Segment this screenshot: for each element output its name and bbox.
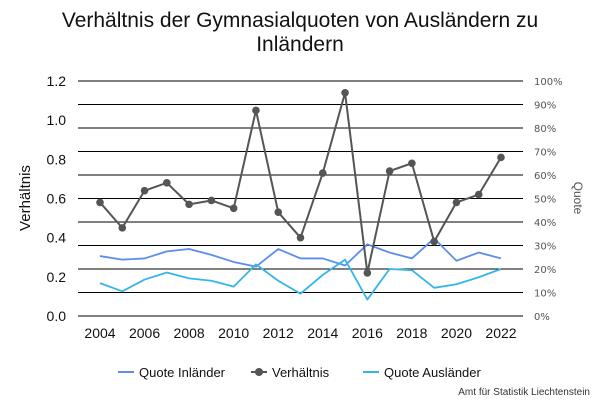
y2-tick-label: 100% — [534, 77, 563, 88]
x-axis: 2004 2006 2008 2010 2012 2014 2016 2018 2020 2022 — [84, 325, 516, 341]
legend-label: Quote Ausländer — [384, 365, 482, 380]
y-axis-right: 0% 10% 20% 30% 40% 50% 60% 70% 80% 90% 100% — [534, 77, 563, 323]
grid — [78, 80, 523, 317]
series — [96, 88, 505, 301]
data-point-verh-ltnis — [229, 204, 238, 213]
legend-label: Quote Inländer — [139, 365, 226, 380]
chart-title: Verhältnis der Gymnasialquoten von Auslä… — [62, 9, 538, 56]
data-point-verh-ltnis — [497, 153, 505, 162]
x-tick-label: 2020 — [441, 325, 472, 341]
chart-title-line: Verhältnis der Gymnasialquoten von Auslä… — [62, 9, 538, 32]
data-point-verh-ltnis — [474, 190, 483, 199]
legend-marker-verh-ltnis — [255, 368, 263, 376]
x-tick-label: 2004 — [84, 325, 115, 341]
y-tick-label: 0.6 — [47, 191, 67, 207]
y-tick-label: 0.8 — [47, 151, 67, 167]
y2-tick-label: 10% — [534, 289, 556, 300]
x-tick-label: 2022 — [485, 325, 516, 341]
legend-item-verh-ltnis[interactable]: Verhältnis — [251, 365, 330, 380]
legend-item-quote-inl-nder[interactable]: Quote Inländer — [118, 365, 226, 380]
data-point-verh-ltnis — [452, 198, 461, 207]
data-point-verh-ltnis — [430, 237, 438, 246]
legend-item-quote-ausl-nder[interactable]: Quote Ausländer — [363, 365, 482, 380]
y-tick-label: 1.0 — [47, 112, 67, 128]
y-tick-label: 1.2 — [47, 73, 67, 89]
legend[interactable]: Quote Inländer Verhältnis Quote Ausländer — [118, 365, 482, 380]
data-point-verh-ltnis — [252, 106, 260, 115]
x-tick-label: 2016 — [352, 325, 383, 341]
data-point-verh-ltnis — [118, 224, 127, 232]
legend-label: Verhältnis — [272, 365, 330, 380]
y-tick-label: 0.2 — [47, 269, 67, 285]
y2-tick-label: 90% — [534, 101, 556, 112]
y2-tick-label: 20% — [534, 265, 556, 276]
data-point-verh-ltnis — [385, 167, 394, 175]
x-tick-label: 2014 — [307, 325, 338, 341]
data-point-verh-ltnis — [207, 196, 216, 205]
y2-tick-label: 70% — [534, 148, 556, 159]
data-point-verh-ltnis — [96, 198, 104, 207]
y-tick-label: 0.4 — [47, 230, 67, 246]
x-tick-label: 2012 — [263, 325, 294, 341]
data-point-verh-ltnis — [185, 200, 193, 209]
chart-title-line: Inländern — [256, 33, 344, 56]
y2-tick-label: 50% — [534, 195, 556, 206]
series-line-quote-inl-nder — [99, 237, 502, 268]
y2-tick-label: 80% — [534, 124, 556, 135]
y2-tick-label: 30% — [534, 242, 556, 253]
x-tick-label: 2006 — [129, 325, 160, 341]
y-tick-label: 0.0 — [47, 308, 67, 324]
x-tick-label: 2018 — [396, 325, 427, 341]
data-point-verh-ltnis — [341, 88, 349, 97]
y2-tick-label: 40% — [534, 218, 556, 229]
data-point-verh-ltnis — [296, 233, 305, 242]
y-axis-left: 0.0 0.2 0.4 0.6 0.8 1.0 1.2 — [47, 73, 67, 324]
data-point-verh-ltnis — [140, 186, 149, 195]
data-point-verh-ltnis — [408, 159, 416, 168]
data-point-verh-ltnis — [363, 269, 372, 277]
x-tick-label: 2010 — [218, 325, 249, 341]
x-tick-label: 2008 — [174, 325, 205, 341]
source-credit: Amt für Statistik Liechtenstein — [458, 387, 590, 398]
data-point-verh-ltnis — [274, 208, 283, 217]
y-axis-label: Verhältnis — [17, 165, 34, 231]
y2-axis-label: Quote — [571, 182, 585, 215]
y2-tick-label: 0% — [534, 312, 550, 323]
data-point-verh-ltnis — [318, 169, 327, 177]
data-point-verh-ltnis — [163, 179, 171, 187]
series-line-quote-ausl-nder — [99, 258, 502, 301]
y2-tick-label: 60% — [534, 171, 556, 182]
